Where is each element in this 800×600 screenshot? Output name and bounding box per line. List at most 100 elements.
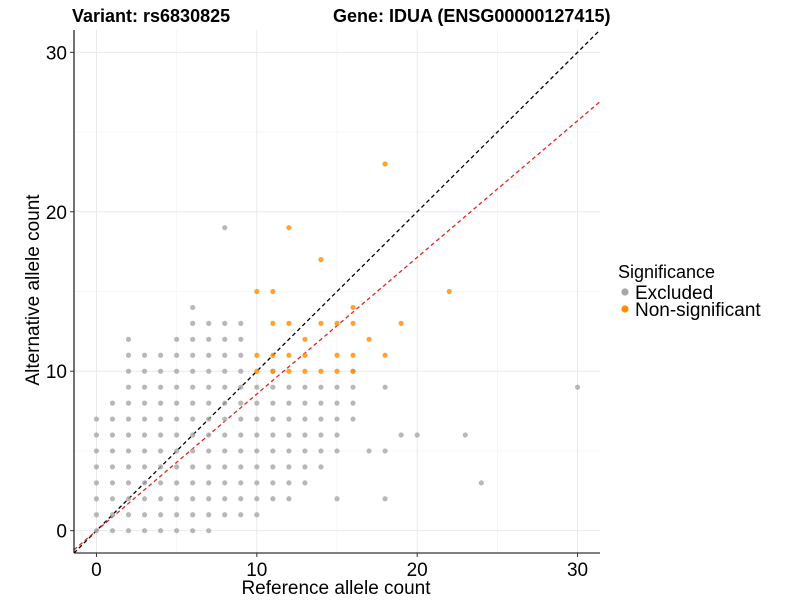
data-point — [174, 400, 180, 406]
axes: 0 10 20 30 0 10 20 30 — [46, 30, 600, 581]
x-axis-title: Reference allele count — [241, 578, 431, 599]
data-point — [222, 480, 228, 486]
data-point — [190, 528, 196, 534]
data-point — [238, 448, 244, 454]
data-point — [302, 336, 308, 342]
data-point — [109, 432, 116, 438]
x-tick-label: 30 — [567, 560, 588, 581]
data-point — [109, 400, 116, 406]
data-point — [254, 512, 260, 518]
data-point — [141, 384, 148, 390]
data-point — [334, 416, 340, 422]
data-point — [334, 448, 340, 454]
data-point — [190, 304, 196, 311]
y-tick-label: 0 — [56, 522, 67, 543]
data-point — [238, 384, 244, 390]
data-point — [206, 512, 212, 518]
data-point — [125, 432, 132, 438]
data-point — [270, 320, 276, 326]
data-point — [125, 400, 132, 406]
data-point — [238, 416, 244, 422]
data-point — [109, 496, 116, 502]
y-tick-label: 30 — [46, 43, 67, 64]
data-point — [206, 416, 212, 422]
data-point — [270, 352, 276, 358]
data-point — [125, 336, 132, 342]
data-point — [254, 384, 260, 390]
data-point — [93, 528, 100, 534]
data-point — [157, 464, 164, 470]
data-point — [157, 432, 164, 438]
data-point — [302, 432, 308, 438]
data-point — [302, 464, 308, 470]
data-point — [206, 528, 212, 534]
data-point — [109, 416, 116, 422]
data-point — [190, 512, 196, 518]
data-point — [238, 352, 244, 358]
data-point — [222, 448, 228, 454]
data-point — [125, 384, 132, 390]
data-point — [302, 400, 308, 406]
data-point — [350, 416, 356, 422]
data-point — [286, 384, 292, 390]
data-point — [157, 448, 164, 454]
data-point — [350, 384, 356, 390]
data-point — [93, 432, 100, 438]
data-point — [270, 416, 276, 422]
data-point — [174, 480, 180, 486]
data-point — [302, 416, 308, 422]
reference-line — [74, 30, 600, 553]
data-point — [174, 448, 180, 454]
data-point — [93, 496, 100, 502]
data-point — [157, 480, 164, 486]
data-point — [206, 384, 212, 390]
data-point — [157, 416, 164, 422]
data-point — [190, 416, 196, 422]
data-point — [174, 432, 180, 438]
data-point — [286, 400, 292, 406]
data-point — [93, 480, 100, 486]
data-point — [125, 368, 132, 374]
data-point — [109, 448, 116, 454]
data-point — [382, 161, 388, 167]
data-point — [157, 496, 164, 502]
data-point — [222, 320, 228, 326]
data-point — [286, 416, 292, 422]
data-point — [238, 432, 244, 438]
data-point — [334, 384, 340, 390]
data-point — [190, 384, 196, 390]
data-point — [206, 368, 212, 374]
data-point — [109, 464, 116, 470]
data-point — [93, 448, 100, 454]
data-point — [286, 320, 292, 326]
data-point — [157, 352, 164, 358]
data-point — [238, 480, 244, 486]
y-axis-title: Alternative allele count — [23, 194, 44, 386]
data-point — [398, 432, 404, 438]
data-point — [125, 480, 132, 486]
data-point — [270, 400, 276, 406]
data-point — [318, 368, 324, 374]
data-point — [318, 416, 324, 422]
data-point — [254, 448, 260, 454]
data-point — [174, 528, 180, 534]
data-point — [125, 416, 132, 422]
data-point — [334, 400, 340, 406]
data-point — [286, 225, 292, 231]
data-point — [93, 464, 100, 470]
data-point — [350, 352, 356, 358]
data-point — [318, 448, 324, 454]
data-point — [238, 336, 244, 342]
y-tick-label: 10 — [46, 362, 67, 383]
data-point — [270, 368, 276, 374]
data-point — [190, 400, 196, 406]
data-point — [109, 512, 116, 518]
data-point — [254, 480, 260, 486]
data-point — [222, 512, 228, 518]
data-point — [286, 448, 292, 454]
data-point — [334, 496, 340, 502]
data-point — [254, 464, 260, 470]
data-point — [254, 368, 260, 374]
data-point — [174, 352, 180, 358]
data-point — [141, 368, 148, 374]
